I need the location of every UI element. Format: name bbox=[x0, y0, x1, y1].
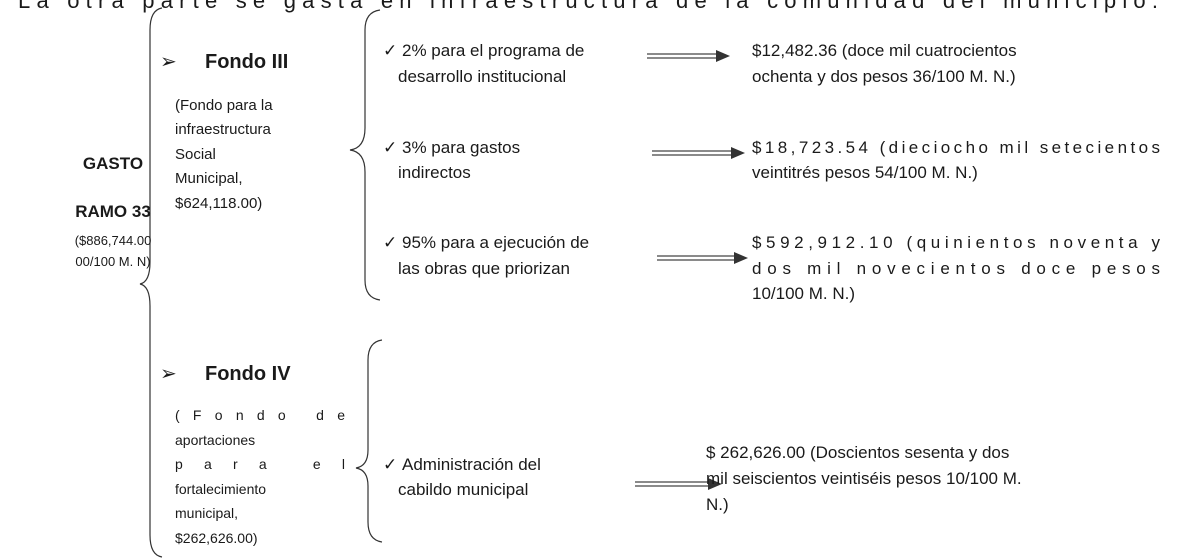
checkmark: ✓ bbox=[383, 455, 397, 474]
header-line: ($886,744.00 bbox=[75, 233, 152, 248]
item-text: indirectos bbox=[398, 163, 471, 182]
fondo-description: (Fondo para la bbox=[175, 97, 273, 114]
item-text: 2% para el programa de bbox=[402, 41, 584, 60]
fondo3-brace bbox=[349, 9, 381, 301]
item-amount: 10/100 M. N.) bbox=[752, 284, 855, 303]
bullet-arrow: ➢ bbox=[160, 363, 177, 385]
fondo4-brace bbox=[355, 339, 383, 543]
arrow-head bbox=[734, 252, 748, 264]
item-amount: $18,723.54 (dieciocho mil setecientos bbox=[752, 138, 1160, 157]
item-text: desarrollo institucional bbox=[398, 67, 566, 86]
arrow-head bbox=[708, 478, 722, 490]
fondo-description: Municipal, bbox=[175, 170, 243, 187]
fondo-description: (Fondo de bbox=[175, 407, 345, 423]
fondo-description: Social bbox=[175, 146, 216, 163]
header-line: RAMO 33 bbox=[75, 202, 151, 221]
fondo-description: infraestructura bbox=[175, 121, 272, 138]
arrow-head bbox=[716, 50, 730, 62]
item-amount: N.) bbox=[706, 495, 729, 514]
item-text: 95% para a ejecución de bbox=[402, 233, 589, 252]
main-brace bbox=[139, 7, 163, 558]
fondo-description: fortalecimiento bbox=[175, 481, 266, 497]
fondo-title: Fondo IV bbox=[205, 363, 291, 385]
header-line: GASTO bbox=[83, 154, 143, 173]
item-amount: ochenta y dos pesos 36/100 M. N.) bbox=[752, 67, 1016, 86]
item-amount: $12,482.36 (doce mil cuatrocientos bbox=[752, 41, 1017, 60]
fondo-description: aportaciones bbox=[175, 432, 255, 448]
fondo-description: $262,626.00) bbox=[175, 530, 258, 546]
item-amount: dos mil novecientos doce pesos bbox=[752, 259, 1160, 278]
item-amount: $ 262,626.00 (Doscientos sesenta y dos bbox=[706, 443, 1009, 462]
checkmark: ✓ bbox=[383, 41, 397, 60]
arrow-head bbox=[731, 147, 745, 159]
checkmark: ✓ bbox=[383, 233, 397, 252]
item-text: las obras que priorizan bbox=[398, 259, 570, 278]
bullet-arrow: ➢ bbox=[160, 51, 177, 73]
fondo-description: municipal, bbox=[175, 505, 238, 521]
item-text: 3% para gastos bbox=[402, 138, 520, 157]
checkmark: ✓ bbox=[383, 138, 397, 157]
fondo-title: Fondo III bbox=[205, 51, 288, 73]
item-text: cabildo municipal bbox=[398, 480, 528, 499]
item-amount: veintitrés pesos 54/100 M. N.) bbox=[752, 163, 978, 182]
fondo-description: $624,118.00) bbox=[175, 195, 262, 212]
item-amount: mil seiscientos veintiséis pesos 10/100 … bbox=[706, 469, 1022, 488]
intro: La otra parte se gasta en infraestructur… bbox=[18, 0, 1158, 13]
item-text: Administración del bbox=[402, 455, 541, 474]
fondo-description: para el bbox=[175, 456, 345, 472]
header-line: 00/100 M. N) bbox=[75, 254, 150, 269]
item-amount: $592,912.10 (quinientos noventa y bbox=[752, 233, 1161, 252]
